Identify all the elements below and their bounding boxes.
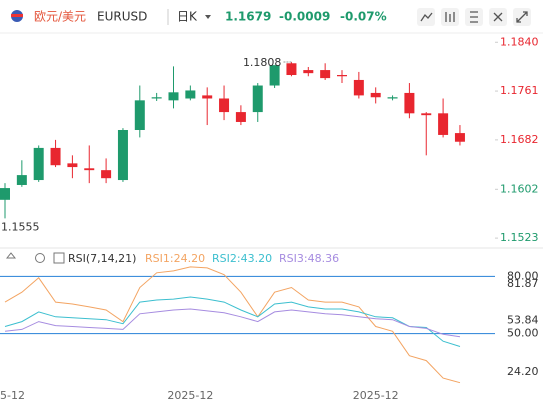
rsi-line [4, 266, 461, 384]
candle-body [387, 97, 398, 99]
candle-body [33, 147, 44, 181]
candle-body [252, 85, 263, 113]
y-tick-label: 1.1761 [500, 84, 539, 97]
y-tick-label: 1.1602 [500, 182, 539, 195]
candle-body [117, 129, 128, 181]
period-selector[interactable]: 日K [177, 10, 198, 24]
candle-body [454, 133, 465, 142]
candle-body [67, 163, 78, 168]
flag-stripe [11, 14, 23, 17]
price: 1.1679 [225, 10, 271, 24]
indicator-icon[interactable] [53, 252, 65, 264]
min-label: 1.1555 [1, 220, 40, 233]
pair-name[interactable]: 欧元/美元 [34, 10, 86, 24]
x-tick-label: 2025-12 [353, 389, 399, 402]
candle-body [16, 175, 27, 185]
y-tick-label: 1.1840 [500, 35, 539, 48]
y-tick-label: 50.00 [507, 327, 539, 340]
candle-body [50, 147, 61, 166]
y-tick-label: 1.1523 [500, 231, 539, 244]
legend-entry: RSI3:48.36 [279, 252, 339, 265]
fullscreen-icon[interactable] [516, 11, 528, 23]
candle-body [235, 112, 246, 122]
candle-body [101, 170, 112, 179]
candle-body [84, 168, 95, 171]
tool-button[interactable] [417, 8, 435, 26]
candle-body [370, 92, 381, 98]
candle-body [151, 97, 162, 99]
change-pct: -0.07% [340, 10, 387, 24]
candle-body [134, 100, 145, 130]
candle-body [286, 63, 297, 76]
dropdown-arrow[interactable] [205, 15, 211, 19]
collapse-icon[interactable] [5, 252, 17, 259]
candle-tool-icon[interactable] [445, 12, 455, 22]
draw-icon[interactable] [493, 12, 503, 22]
axis-value-label: 53.84 [507, 313, 539, 326]
indicator-title: RSI(7,14,21) [68, 252, 136, 265]
candle-body [337, 75, 347, 77]
rsi-line [4, 296, 461, 347]
candle-body [438, 113, 449, 135]
candle-body [168, 92, 179, 101]
settings-icon[interactable] [35, 253, 45, 263]
candle-body [185, 90, 196, 99]
y-tick-label: 1.1682 [500, 133, 539, 146]
axis-value-label: 81.87 [507, 277, 539, 290]
candle-body [202, 95, 213, 99]
settings-icon[interactable] [470, 11, 478, 23]
rsi-line [4, 308, 461, 338]
legend-entry: RSI1:24.20 [145, 252, 205, 265]
candle-body [353, 79, 364, 96]
candle-body [421, 113, 432, 116]
y-tick-label: 80.00 [507, 269, 539, 282]
x-tick-label: 2025-12 [167, 389, 213, 402]
line-tool-icon[interactable] [420, 12, 433, 22]
max-label: 1.1808 [243, 56, 282, 69]
candle-body [320, 70, 331, 79]
x-tick-label: 5-12 [0, 389, 25, 402]
candle-body [219, 98, 230, 113]
candle-body [269, 65, 280, 86]
change: -0.0009 [279, 10, 330, 24]
legend-entry: RSI2:43.20 [212, 252, 272, 265]
symbol: EURUSD [97, 10, 147, 24]
candle-body [404, 92, 415, 114]
axis-value-label: 24.20 [507, 365, 539, 378]
candle-body [303, 70, 314, 74]
candle-body [0, 188, 10, 200]
